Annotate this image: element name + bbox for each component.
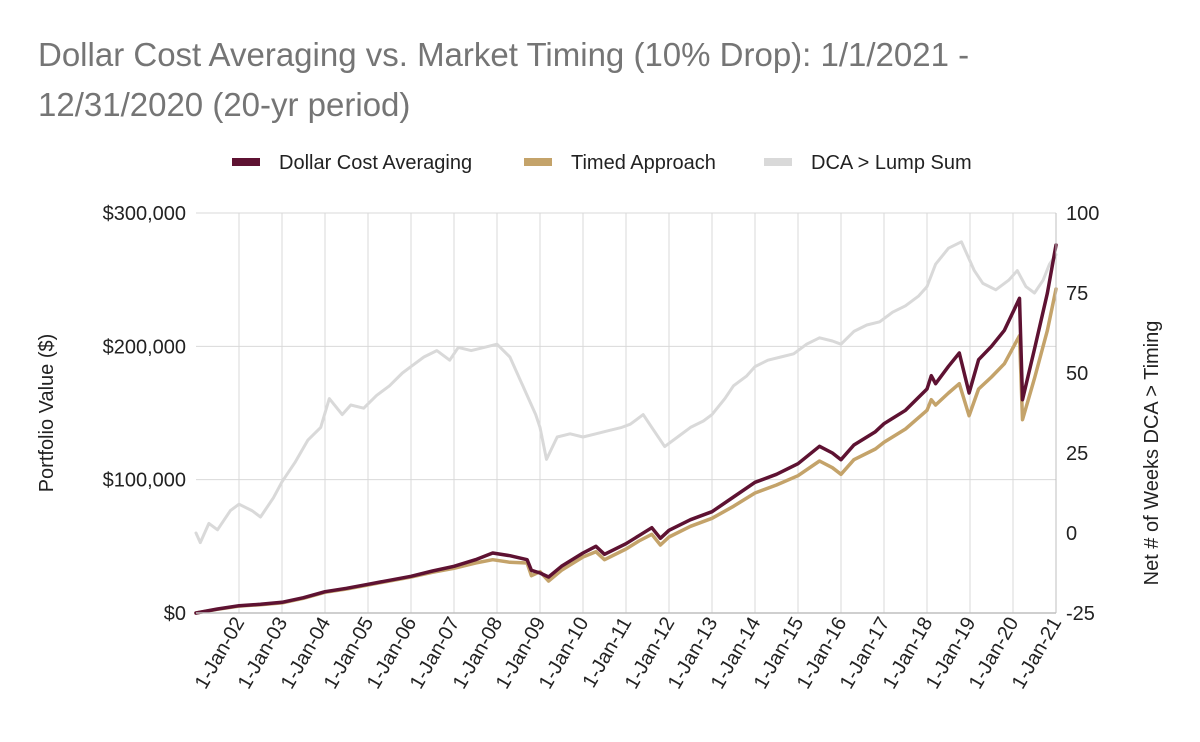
series-dca-line	[194, 243, 1058, 615]
legend-label-lumpsum: DCA > Lump Sum	[811, 152, 972, 174]
y-left-tick-label: $0	[164, 603, 186, 625]
axes	[196, 213, 1057, 614]
chart-title-line1: Dollar Cost Averaging vs. Market Timing …	[38, 36, 969, 73]
legend: Dollar Cost Averaging Timed Approach DCA…	[232, 152, 972, 174]
x-ticks: 1-Jan-021-Jan-031-Jan-041-Jan-051-Jan-06…	[191, 614, 1067, 693]
y-right-tick-label: 50	[1066, 363, 1088, 385]
y-right-tick-label: 100	[1066, 203, 1099, 225]
legend-label-timed: Timed Approach	[571, 152, 716, 174]
y-right-tick-label: 75	[1066, 283, 1088, 305]
y-left-axis-label: Portfolio Value ($)	[36, 334, 58, 493]
y-left-tick-label: $300,000	[103, 203, 186, 225]
y-left-ticks: $0 $100,000 $200,000 $300,000	[103, 203, 186, 625]
y-left-tick-label: $100,000	[103, 470, 186, 492]
y-right-ticks: -25 0 25 50 75 100	[1066, 203, 1099, 625]
y-right-axis-label: Net # of Weeks DCA > Timing	[1141, 321, 1163, 586]
series-lines	[194, 240, 1058, 615]
y-left-tick-label: $200,000	[103, 336, 186, 358]
y-right-tick-label: 0	[1066, 523, 1077, 545]
y-right-tick-label: 25	[1066, 443, 1088, 465]
y-right-tick-label: -25	[1066, 603, 1095, 625]
series-lumpsum-line	[194, 240, 1058, 545]
chart-title-line2: 12/31/2020 (20-yr period)	[38, 86, 410, 123]
legend-label-dca: Dollar Cost Averaging	[279, 152, 472, 174]
